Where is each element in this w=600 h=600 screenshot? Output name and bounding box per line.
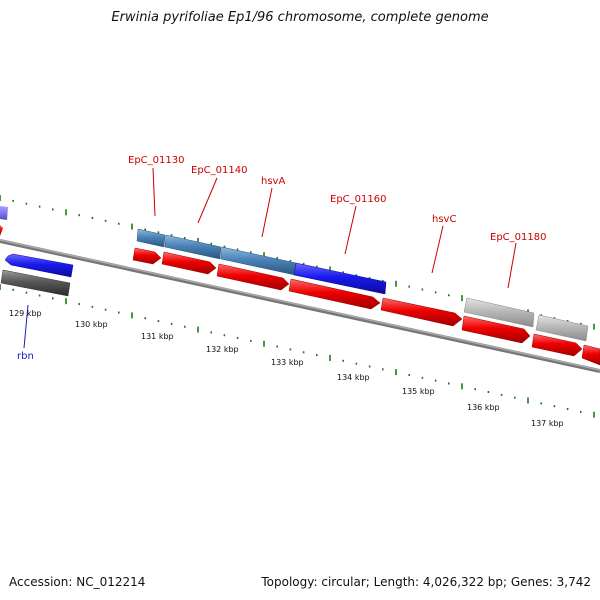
gene-dark [0,269,71,297]
backbone-line [0,239,600,373]
tick-label-129: 129 kbp [9,309,42,318]
gene-label-epc01140: EpC_01140 [191,165,247,176]
gene-label-hsva: hsvA [261,176,285,187]
position-tick-labels: 129 kbp 130 kbp 131 kbp 132 kbp 133 kbp … [9,309,564,428]
tick-label-135: 135 kbp [402,387,435,396]
gene-rbn [4,253,74,278]
gene-red-3 [216,263,290,291]
gene-epc01140 [164,234,222,260]
gene-epc01130 [136,228,166,248]
genes-forward-strand [0,225,600,366]
tick-label-130: 130 kbp [75,320,108,329]
gene-red-2 [161,251,217,275]
gene-label-leaders [23,167,517,349]
gene-red-1 [132,247,162,265]
gene-label-hsvc: hsvC [432,214,456,225]
tick-label-131: 131 kbp [141,332,174,341]
gene-gray-2 [535,314,589,342]
accession-text: Accession: NC_012214 [9,575,146,589]
gene-label-rbn: rbn [17,351,34,362]
tick-label-137: 137 kbp [531,419,564,428]
gene-epc01160 [293,262,387,295]
tick-label-136: 136 kbp [467,403,500,412]
gene-label-epc01130: EpC_01130 [128,155,184,166]
tick-label-132: 132 kbp [206,345,239,354]
genome-summary-text: Topology: circular; Length: 4,026,322 bp… [261,575,591,589]
gene-gray-1 [463,297,535,328]
gene-red-7 [531,333,583,357]
tick-label-134: 134 kbp [337,373,370,382]
gene-red-5 [380,297,463,327]
gene-labels: EpC_01130 EpC_01140 hsvA EpC_01160 hsvC … [17,155,546,362]
gene-red-partial [0,225,3,236]
gene-label-epc01160: EpC_01160 [330,194,386,205]
map-title: Erwinia pyrifoliae Ep1/96 chromosome, co… [111,10,489,25]
gene-red-4 [288,278,381,310]
gene-red-6 [461,315,531,344]
gene-red-8 [581,344,600,366]
gene-purple-partial [0,206,8,220]
gene-label-epc01180: EpC_01180 [490,232,546,243]
genes-reverse-strand [0,206,589,342]
inner-tick-dots [0,284,595,418]
tick-label-133: 133 kbp [271,358,304,367]
